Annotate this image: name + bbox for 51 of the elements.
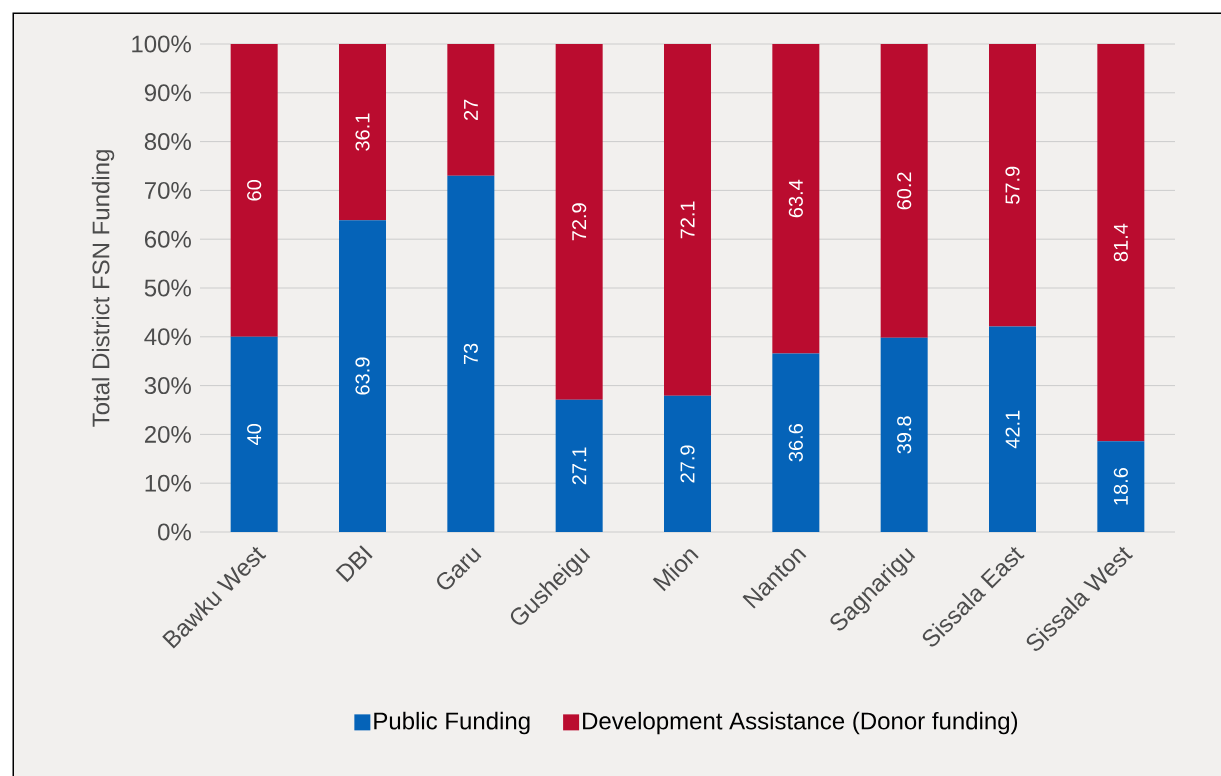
data-label: 27.1 xyxy=(572,447,587,485)
bar xyxy=(339,43,386,221)
data-label: 73 xyxy=(463,343,478,364)
y-tick-label: 100% xyxy=(132,35,191,53)
y-tick-label: 50% xyxy=(144,279,191,297)
bar xyxy=(447,43,495,176)
y-tick-label: 20% xyxy=(144,425,191,443)
data-label: 57.9 xyxy=(1005,166,1020,204)
bar xyxy=(772,43,820,354)
data-label: 39.8 xyxy=(897,416,912,454)
bar xyxy=(664,43,711,396)
data-label: 40 xyxy=(247,424,262,446)
y-tick-label: 90% xyxy=(144,84,191,102)
bar xyxy=(230,336,278,532)
bar xyxy=(989,326,1036,532)
y-tick-label: 0% xyxy=(158,523,191,541)
bar xyxy=(230,43,278,337)
bar xyxy=(880,43,928,338)
y-tick-label: 40% xyxy=(144,328,191,346)
bar xyxy=(447,175,495,532)
y-tick-label: 60% xyxy=(144,230,191,248)
data-label: 63.9 xyxy=(355,357,370,395)
x-tick-label: DBI xyxy=(335,545,373,583)
bar xyxy=(339,220,386,532)
data-label: 36.6 xyxy=(788,424,803,462)
data-label: 72.9 xyxy=(572,203,587,241)
bar xyxy=(555,43,603,400)
bar xyxy=(555,399,603,532)
data-label: 36.1 xyxy=(355,113,370,151)
bar xyxy=(880,337,928,532)
bar xyxy=(1097,43,1145,442)
data-label: 72.1 xyxy=(680,201,695,239)
data-label: 27 xyxy=(463,99,478,120)
data-label: 60.2 xyxy=(897,172,912,210)
data-label: 63.4 xyxy=(788,179,803,218)
data-label: 18.6 xyxy=(1113,468,1128,505)
y-tick-label: 10% xyxy=(145,474,191,492)
data-label: 27.9 xyxy=(680,445,695,483)
bar xyxy=(664,395,711,532)
data-label: 81.4 xyxy=(1113,223,1128,262)
data-label: 60 xyxy=(247,180,262,201)
y-tick-label: 30% xyxy=(144,377,191,395)
y-tick-label: 70% xyxy=(145,181,191,199)
y-axis-title: Total District FSN Funding xyxy=(91,150,115,427)
bar xyxy=(1097,441,1145,532)
legend-label: Public Funding xyxy=(374,711,530,735)
y-tick-label: 80% xyxy=(144,133,191,151)
bar xyxy=(772,353,820,532)
legend-label: Development Assistance (Donor funding) xyxy=(583,711,1018,735)
bar xyxy=(989,43,1036,327)
data-label: 42.1 xyxy=(1005,410,1020,449)
